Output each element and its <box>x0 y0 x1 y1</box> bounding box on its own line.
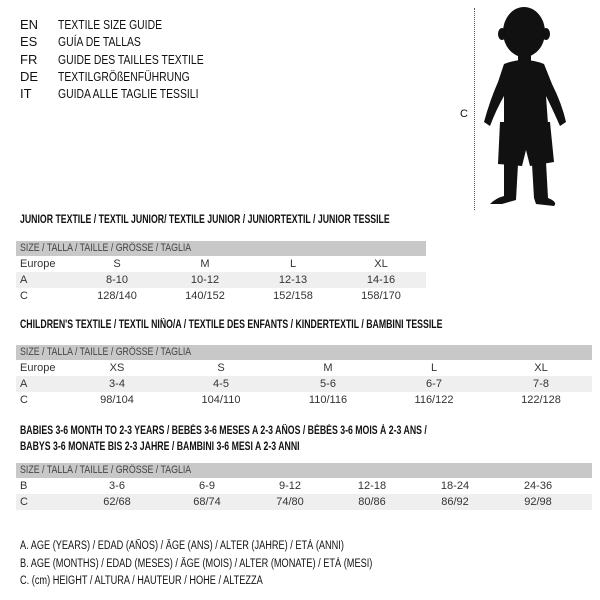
legend: A. AGE (YEARS) / EDAD (AÑOS) / ÂGE (ANS)… <box>20 538 460 591</box>
table-row: C 62/68 68/74 74/80 80/86 86/92 92/98 <box>16 494 592 510</box>
child-silhouette-icon <box>484 7 566 206</box>
table-header: SIZE / TALLA / TAILLE / GRÖSSE / TAGLIA <box>16 345 592 360</box>
junior-table-title: JUNIOR TEXTILE / TEXTIL JUNIOR/ TEXTILE … <box>20 214 390 226</box>
table-row: A 8-10 10-12 12-13 14-16 <box>16 272 426 288</box>
babies-size-table: SIZE / TALLA / TAILLE / GRÖSSE / TAGLIA … <box>16 463 592 510</box>
table-row: Europe S M L XL <box>20 258 388 270</box>
lang-title: GUIDE DES TAILLES TEXTILE <box>58 51 204 67</box>
lang-code: ES <box>20 34 38 50</box>
lang-title: TEXTILE SIZE GUIDE <box>58 17 163 32</box>
table-row: A 3-4 4-5 5-6 6-7 7-8 <box>16 376 592 392</box>
lang-title: GUÍA DE TALLAS <box>58 34 141 50</box>
height-label: C <box>460 108 468 120</box>
table-row: C 98/104 104/110 110/116 116/122 122/128 <box>20 394 561 406</box>
language-titles: TEXTILE SIZE GUIDE GUÍA DE TALLAS GUIDE … <box>58 16 240 102</box>
table-row: C 128/140 140/152 152/158 158/170 <box>20 290 401 302</box>
table-header: SIZE / TALLA / TAILLE / GRÖSSE / TAGLIA <box>16 463 592 478</box>
lang-code: DE <box>20 68 39 84</box>
language-codes: EN ES FR DE IT <box>20 16 38 102</box>
junior-size-table: SIZE / TALLA / TAILLE / GRÖSSE / TAGLIA … <box>16 241 426 304</box>
lang-code: IT <box>20 86 32 102</box>
lang-code: EN <box>20 17 39 32</box>
children-size-table: SIZE / TALLA / TAILLE / GRÖSSE / TAGLIA … <box>16 345 592 408</box>
height-measure-line <box>474 8 475 210</box>
lang-code: FR <box>20 51 38 67</box>
children-table-title: CHILDREN'S TEXTILE / TEXTIL NIÑO/A / TEX… <box>20 319 443 331</box>
lang-title: TEXTILGRÖßENFÜHRUNG <box>58 68 190 84</box>
legend-item-c: C. (cm) HEIGHT / ALTURA / HAUTEUR / HÖHE… <box>20 575 263 587</box>
table-row: B 3-6 6-9 9-12 12-18 18-24 24-36 <box>20 480 553 492</box>
babies-table-title-2: BABYS 3-6 MONATE BIS 2-3 JAHRE / BAMBINI… <box>20 441 300 453</box>
table-row: Europe XS S M L XL <box>20 362 548 374</box>
table-header: SIZE / TALLA / TAILLE / GRÖSSE / TAGLIA <box>16 241 426 256</box>
babies-table-title: BABIES 3-6 MONTH TO 2-3 YEARS / BEBÉS 3-… <box>20 425 427 437</box>
legend-item-b: B. AGE (MONTHS) / EDAD (MESES) / ÂGE (MO… <box>20 557 373 570</box>
legend-item-a: A. AGE (YEARS) / EDAD (AÑOS) / ÂGE (ANS)… <box>20 540 344 552</box>
lang-title: GUIDA ALLE TAGLIE TESSILI <box>58 86 199 102</box>
